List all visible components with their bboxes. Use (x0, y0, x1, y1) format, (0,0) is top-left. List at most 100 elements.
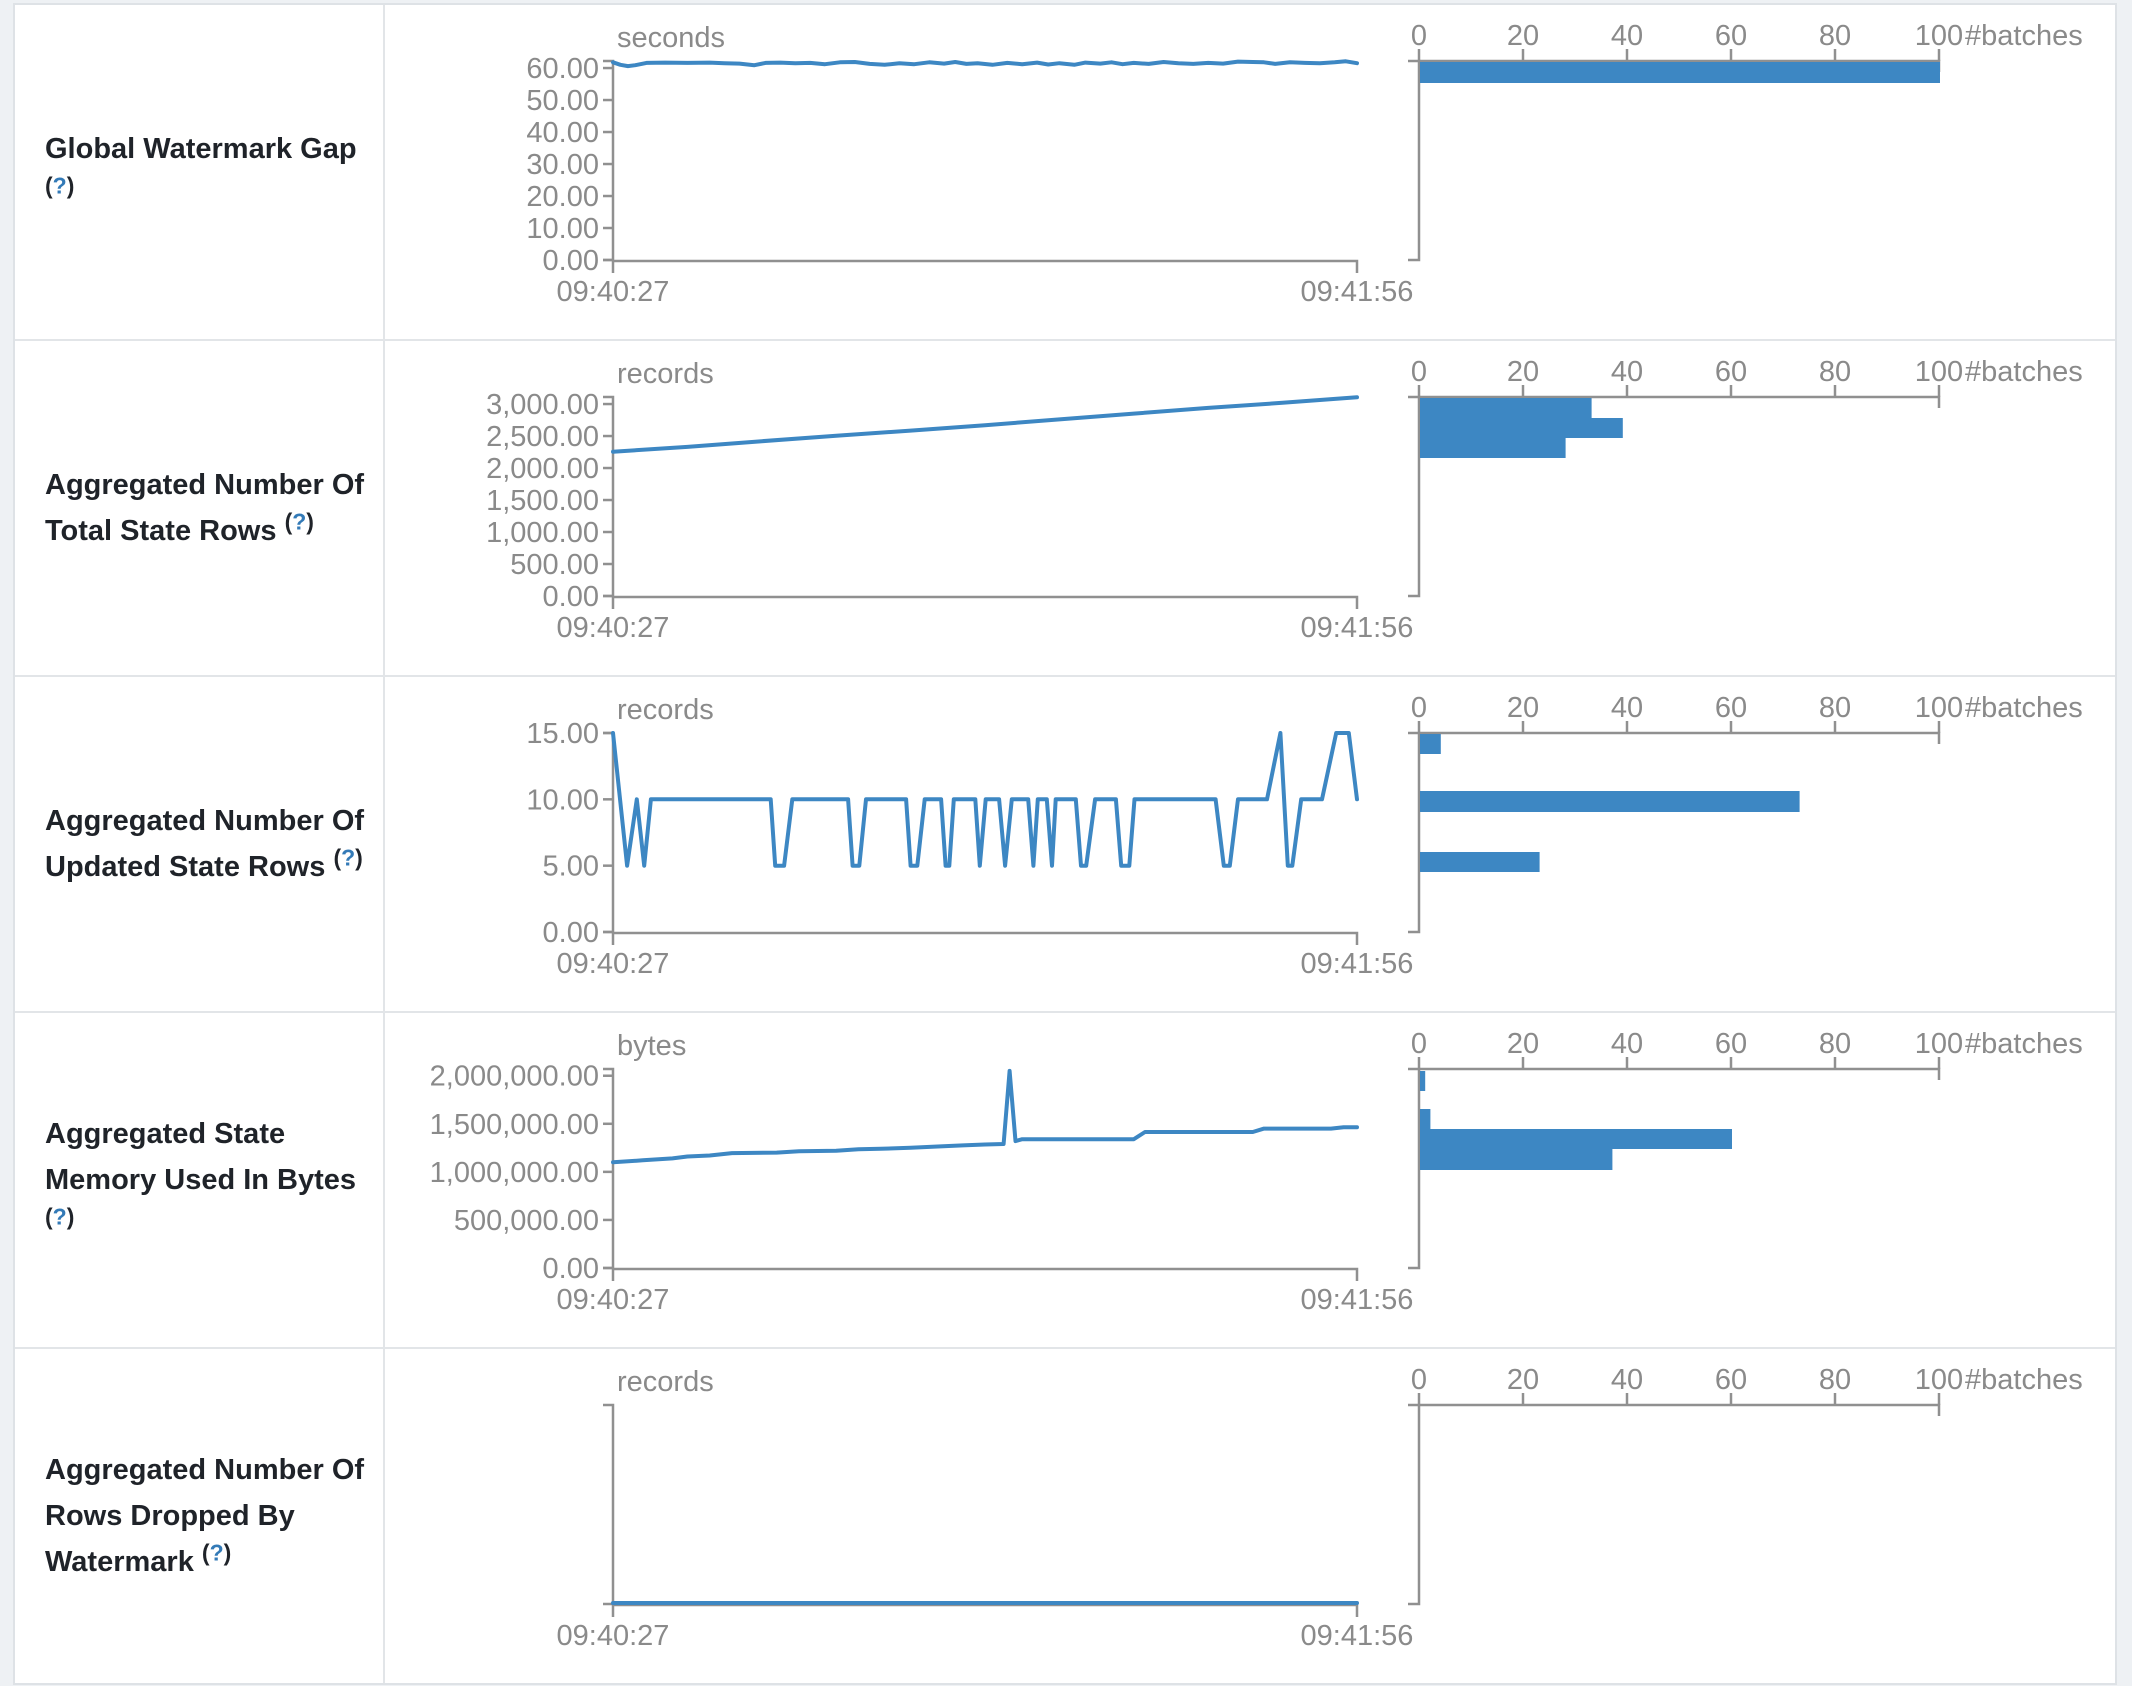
y-tick-label: 0.00 (543, 1253, 599, 1285)
histogram-tick-label: 0 (1411, 1028, 1427, 1060)
question-mark-icon: ? (341, 844, 356, 871)
help-tooltip-link[interactable]: (?) (284, 508, 314, 535)
metric-timeline-line (611, 395, 1359, 454)
histogram-tick-label: 0 (1411, 356, 1427, 388)
histogram-tick-label: 40 (1611, 1364, 1643, 1396)
question-mark-icon: ? (52, 172, 67, 199)
timeline-and-histogram-chart: records3,000.002,500.002,000.001,500.001… (486, 356, 2083, 644)
metrics-table: Global Watermark Gap (?) seconds 60.00 50.0… (13, 3, 2117, 1685)
histogram-unit-label: #batches (1965, 20, 2083, 52)
x-axis-end-time: 09:41:56 (1301, 1284, 1414, 1316)
metric-row: Aggregated State Memory Used In Bytes (?… (15, 1013, 2115, 1349)
question-mark-icon: ? (209, 1539, 224, 1566)
help-tooltip-link[interactable]: (?) (333, 844, 363, 871)
help-tooltip-link[interactable]: (?) (201, 1539, 232, 1566)
histogram-unit-label: #batches (1965, 692, 2083, 724)
histogram-bar (1420, 791, 1800, 812)
histogram-tick-label: 0 (1411, 1364, 1427, 1396)
histogram-tick-label: 40 (1611, 20, 1643, 52)
help-tooltip-link[interactable]: (?) (45, 1203, 75, 1230)
metric-row: Global Watermark Gap (?) seconds 60.00 50.0… (15, 5, 2115, 341)
histogram-unit-label: #batches (1965, 1028, 2083, 1060)
histogram-tick-label: 0 (1411, 692, 1427, 724)
x-axis-start-time: 09:40:27 (557, 1284, 670, 1316)
chart-cell: seconds 60.00 50.00 40.00 30.00 20.00 10.00 0.0… (385, 5, 2115, 339)
y-axis-unit-label: records (617, 694, 714, 726)
histogram-bar (1420, 852, 1540, 872)
x-axis-end-time: 09:41:56 (1301, 276, 1414, 308)
histogram-tick-label: 20 (1507, 692, 1539, 724)
timeline-and-histogram-chart: seconds 60.0050.0040.0030.0020.0010.000.0… (526, 20, 2083, 308)
histogram-tick-label: 100 (1915, 692, 1963, 724)
question-mark-icon: ? (52, 1203, 67, 1230)
question-mark-icon: ? (292, 508, 307, 535)
y-tick-label: 0.00 (543, 245, 599, 277)
timeline-x-axis (611, 1267, 1359, 1281)
histogram-bar (1420, 62, 1940, 83)
histogram-tick-label: 20 (1507, 20, 1539, 52)
metric-label-text: Aggregated Number Of Total State Rows (?… (45, 469, 365, 547)
histogram-bar (1420, 398, 1592, 418)
y-tick-label: 2,500.00 (486, 421, 599, 453)
x-axis-start-time: 09:40:27 (557, 1620, 670, 1652)
y-tick-label: 15.00 (526, 718, 599, 750)
timeline-x-axis (611, 931, 1359, 945)
histogram-tick-label: 40 (1611, 692, 1643, 724)
timeline-and-histogram-chart: records 09:40:27 09:41:56 0 20 40 60 80 100 #batc… (557, 1364, 2083, 1652)
timeline-x-axis (611, 1603, 1359, 1617)
histogram-tick-label: 20 (1507, 1364, 1539, 1396)
y-axis-unit-label: records (617, 1366, 714, 1398)
histogram-tick-label: 60 (1715, 1028, 1747, 1060)
x-axis-start-time: 09:40:27 (557, 612, 670, 644)
metric-label: Aggregated Number Of Rows Dropped By Wat… (15, 1349, 385, 1683)
histogram-tick-label: 40 (1611, 1028, 1643, 1060)
histogram-bar (1420, 1109, 1431, 1129)
metric-label-text: Aggregated Number Of Updated State Rows … (45, 805, 365, 883)
metric-label: Global Watermark Gap (?) (15, 5, 385, 339)
histogram-tick-label: 80 (1819, 20, 1851, 52)
histogram-tick-label: 80 (1819, 356, 1851, 388)
histogram-unit-label: #batches (1965, 356, 2083, 388)
y-axis-unit-label: records (617, 358, 714, 390)
y-tick-label: 1,500.00 (486, 485, 599, 517)
x-axis-end-time: 09:41:56 (1301, 612, 1414, 644)
histogram-y-axis (1408, 59, 1421, 262)
y-tick-label: 5.00 (543, 851, 599, 883)
histogram-tick-label: 60 (1715, 20, 1747, 52)
x-axis-end-time: 09:41:56 (1301, 948, 1414, 980)
metric-label-text: Global Watermark Gap (?) (45, 133, 357, 199)
chart-cell: records 15.00 10.00 5.00 0.00 09:40:27 09:41:5… (385, 677, 2115, 1011)
histogram-x-axis (1419, 1067, 1941, 1080)
histogram-tick-label: 60 (1715, 692, 1747, 724)
histogram-y-axis (1408, 1067, 1421, 1270)
x-axis-start-time: 09:40:27 (557, 948, 670, 980)
metric-timeline-line (611, 1068, 1359, 1165)
timeline-x-axis (611, 595, 1359, 609)
metric-label-text: Aggregated Number Of Rows Dropped By Wat… (45, 1454, 365, 1578)
y-tick-label: 2,000.00 (486, 453, 599, 485)
x-axis-end-time: 09:41:56 (1301, 1620, 1414, 1652)
y-tick-label: 1,500,000.00 (430, 1109, 599, 1141)
y-tick-label: 500.00 (510, 549, 599, 581)
chart-cell: records 09:40:27 09:41:56 0 20 40 60 80 100 #batc… (385, 1349, 2115, 1683)
y-tick-label: 3,000.00 (486, 389, 599, 421)
histogram-y-axis (1408, 1403, 1421, 1606)
histogram-tick-label: 80 (1819, 692, 1851, 724)
timeline-and-histogram-chart: bytes 2,000,000.00 1,500,000.00 1,000,000.0… (430, 1028, 2083, 1316)
y-tick-label: 30.00 (526, 149, 599, 181)
histogram-bar (1420, 418, 1623, 438)
histogram-tick-label: 100 (1915, 1028, 1963, 1060)
histogram-tick-label: 60 (1715, 1364, 1747, 1396)
timeline-x-axis (611, 259, 1359, 273)
y-tick-label: 40.00 (526, 117, 599, 149)
histogram-bar (1420, 734, 1441, 754)
help-tooltip-link[interactable]: (?) (45, 172, 75, 199)
chart-cell: records 3,000.00 2,500.00 2,000.00 1,500.00 1… (385, 341, 2115, 675)
timeline-y-axis (603, 59, 615, 262)
y-axis-unit-label: bytes (617, 1030, 686, 1062)
histogram-tick-label: 100 (1915, 1364, 1963, 1396)
histogram-bar (1420, 1149, 1613, 1170)
metric-label: Aggregated Number Of Updated State Rows … (15, 677, 385, 1011)
